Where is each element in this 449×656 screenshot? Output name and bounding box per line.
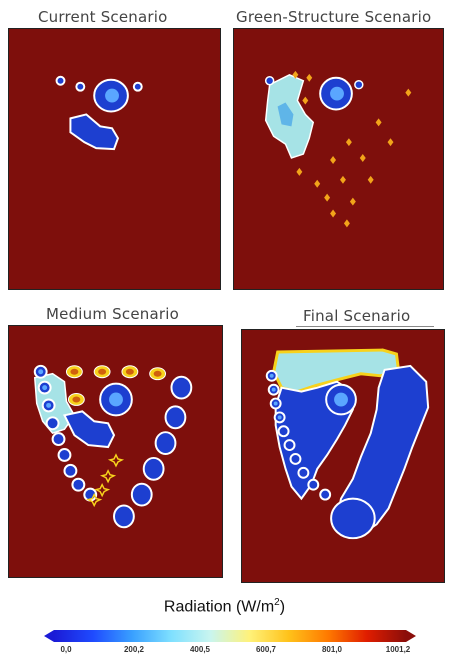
shade-building-block [69, 113, 120, 151]
colorbar-svg [44, 630, 416, 642]
radiation-map-medium [33, 364, 193, 529]
panel-title-final: Final Scenario [303, 307, 411, 325]
map-green-structure-scenario [233, 28, 444, 290]
radiation-map-current [55, 75, 143, 151]
panel-title-medium: Medium Scenario [46, 305, 179, 323]
shade-small-tree [55, 75, 66, 86]
colorbar-gradient [54, 630, 406, 642]
legend-title-text: Radiation (W/m [163, 598, 275, 616]
legend-title-end: ) [279, 598, 286, 616]
title-underline [296, 326, 434, 327]
map-final-scenario [241, 329, 445, 583]
light-shade-canopy-strip [272, 348, 401, 394]
colorbar-tick-label: 1001,2 [385, 645, 411, 654]
tree-canopies [33, 364, 193, 529]
colorbar-tick-label: 600,7 [255, 645, 277, 654]
radiation-map-green-structure [264, 70, 412, 228]
map-current-scenario [8, 28, 221, 290]
colorbar-tick-label: 0,0 [60, 645, 72, 654]
colorbar-tick-label: 801,0 [321, 645, 343, 654]
panel-title-green-structure: Green-Structure Scenario [236, 8, 432, 26]
map-medium-scenario [8, 325, 223, 578]
panel-title-current: Current Scenario [38, 8, 168, 26]
legend-title: Radiation (W/m2) [0, 597, 449, 616]
shade-cluster [277, 102, 294, 127]
colorbar [44, 627, 416, 642]
colorbar-high-arrow [406, 630, 416, 642]
shade-building-block [63, 410, 116, 449]
colorbar-low-arrow [44, 630, 54, 642]
shade-small-tree [75, 81, 86, 92]
legend-title-superscript: 2 [274, 597, 280, 608]
shade-tree-canopy [330, 497, 376, 540]
tree-canopies [265, 369, 332, 501]
shade-small-tree [132, 81, 143, 92]
colorbar-tick-label: 400,5 [189, 645, 211, 654]
colorbar-tick-label: 200,2 [123, 645, 145, 654]
star-markers [86, 453, 125, 508]
radiation-map-final [265, 348, 430, 540]
